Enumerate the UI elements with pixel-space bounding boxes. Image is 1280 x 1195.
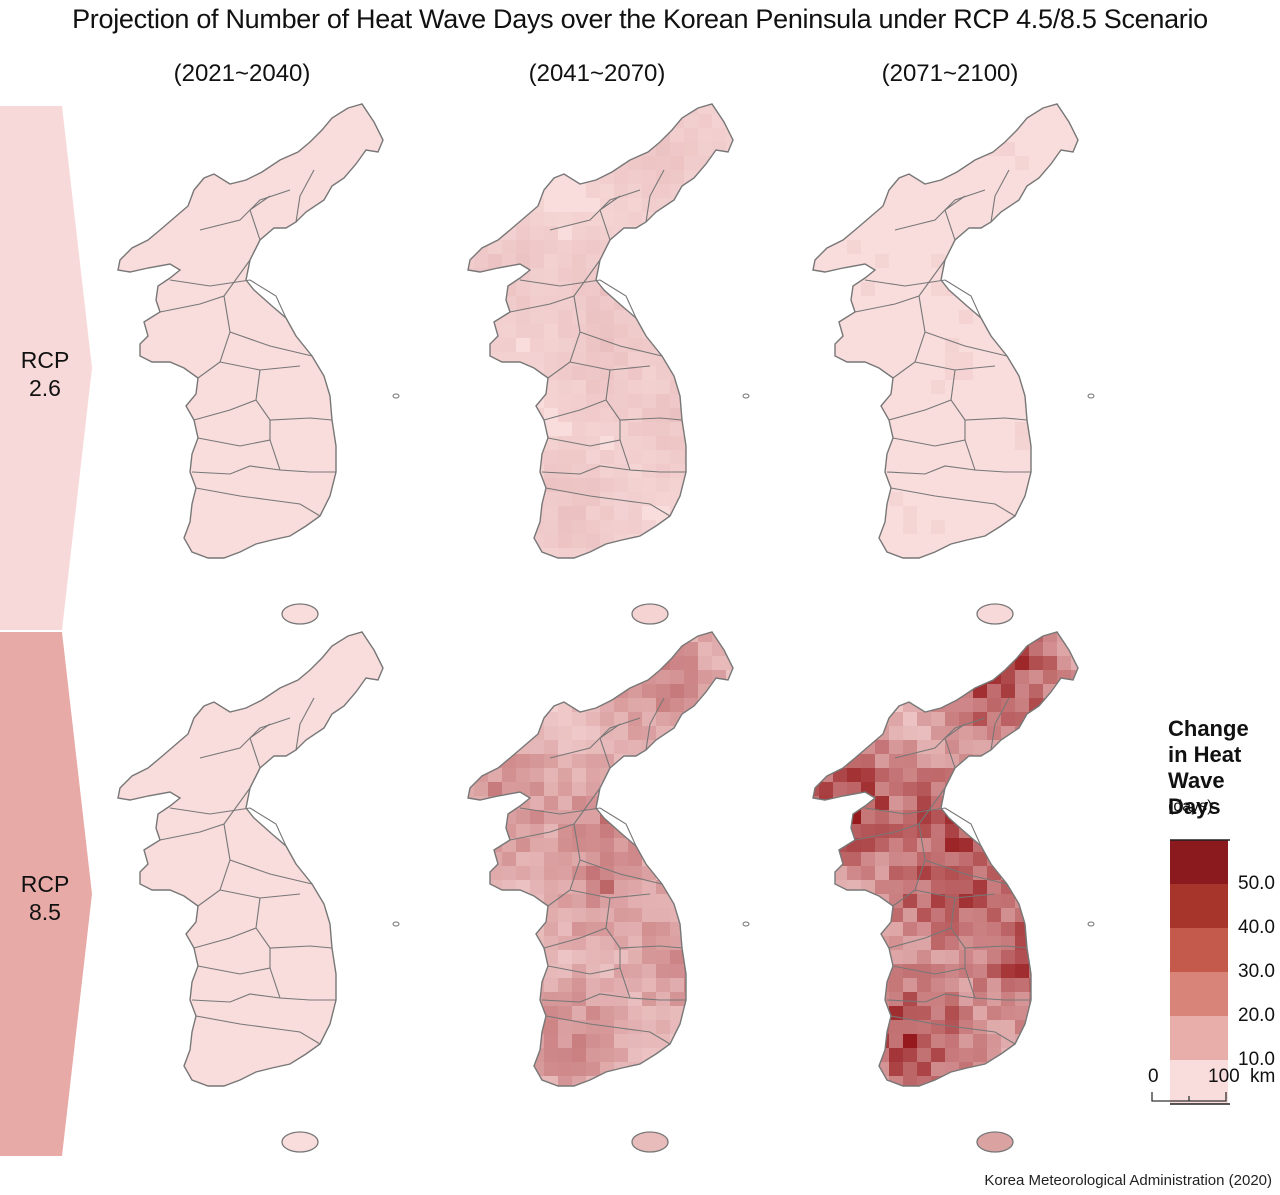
map-title: Projection of Number of Heat Wave Days o…	[72, 4, 1208, 34]
legend-unit: (days)	[1168, 798, 1213, 815]
rcp85-band	[0, 632, 95, 1156]
period-label-2071-2100: (2071~2100)	[881, 60, 1019, 87]
period-label-2021-2040: (2021~2040)	[173, 60, 311, 87]
map-rcp85-2021-2040	[100, 628, 400, 1168]
rcp85-label: RCP 8.5	[20, 871, 70, 925]
legend-color-bar	[1170, 840, 1228, 1104]
scale-bar: 0 100 km	[1138, 1066, 1278, 1106]
legend-tick-30: 30.0	[1238, 961, 1275, 982]
map-rcp26-2021-2040	[100, 100, 400, 640]
legend-swatch-3	[1170, 972, 1228, 1016]
legend-tick-10: 10.0	[1238, 1049, 1275, 1070]
rcp26-band	[0, 106, 95, 630]
legend-tick-50: 50.0	[1238, 873, 1275, 894]
legend-swatch-6	[1170, 840, 1228, 884]
source-credit: Korea Meteorological Administration (202…	[984, 1172, 1272, 1189]
legend-tick-40: 40.0	[1238, 917, 1275, 938]
map-rcp85-2071-2100	[795, 628, 1095, 1168]
legend-tick-20: 20.0	[1238, 1005, 1275, 1026]
legend-swatch-4	[1170, 928, 1228, 972]
legend-swatch-5	[1170, 884, 1228, 928]
map-rcp26-2071-2100	[795, 100, 1095, 640]
legend-swatch-2	[1170, 1016, 1228, 1060]
map-rcp85-2041-2070	[450, 628, 750, 1168]
rcp26-label: RCP 2.6	[20, 347, 70, 401]
scale-end: 100	[1208, 1066, 1240, 1087]
scale-unit: km	[1250, 1066, 1276, 1087]
map-rcp26-2041-2070	[450, 100, 750, 640]
period-label-2041-2070: (2041~2070)	[528, 60, 666, 87]
legend-title: Change in Heat Wave Days	[1168, 716, 1249, 819]
scale-start: 0	[1148, 1066, 1159, 1087]
legend-frame	[1170, 839, 1230, 1105]
legend-swatch-1	[1170, 1060, 1228, 1104]
